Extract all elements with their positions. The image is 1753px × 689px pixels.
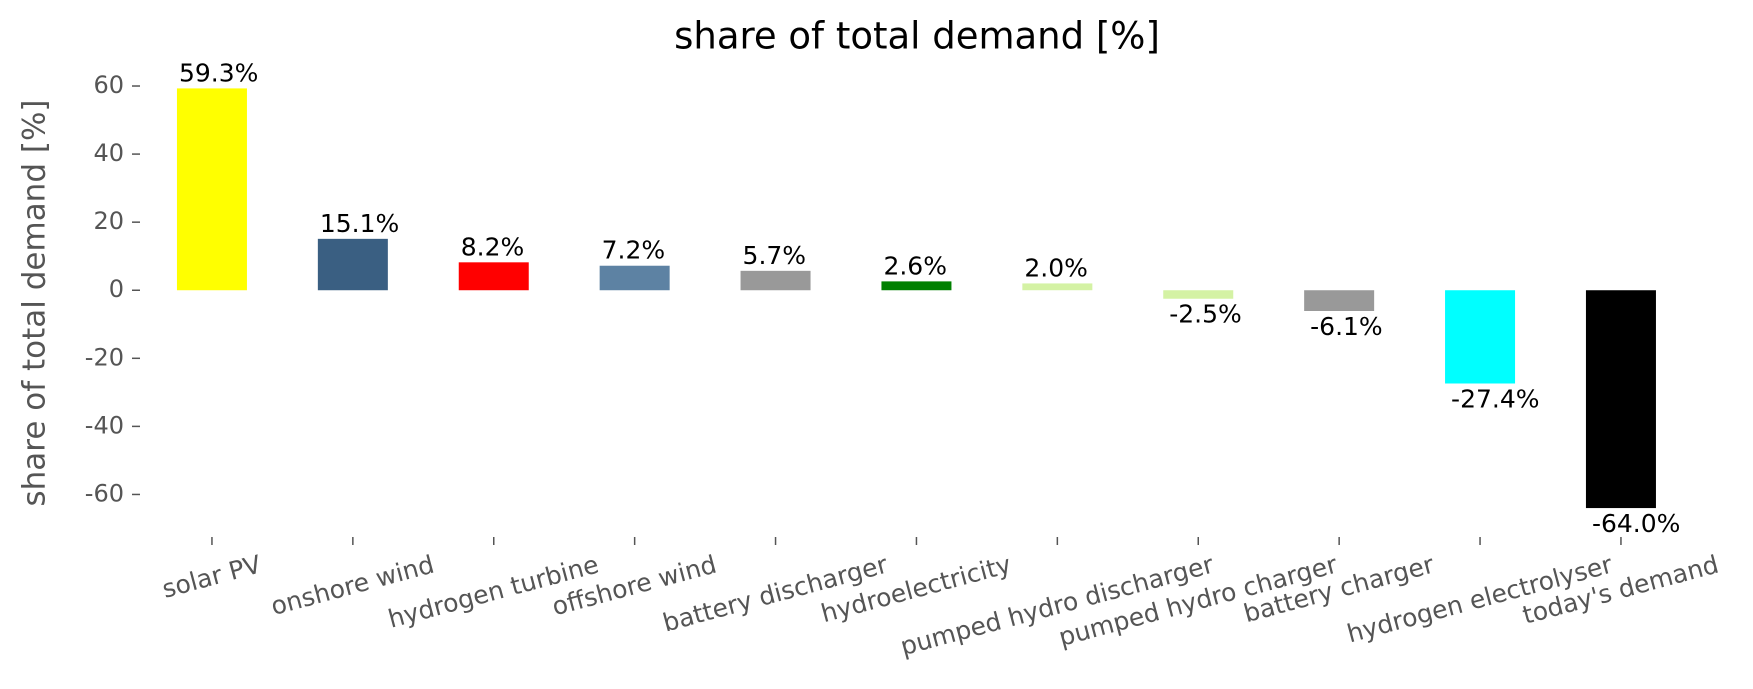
value-label: -27.4% — [1451, 384, 1539, 413]
bar — [458, 262, 529, 291]
bar — [176, 88, 247, 291]
y-tick-label: 60 — [93, 71, 124, 99]
chart-title: share of total demand [%] — [674, 15, 1160, 58]
y-tick-label: -20 — [85, 343, 124, 371]
y-tick-label: -40 — [85, 411, 124, 439]
bar — [1304, 290, 1375, 311]
bar — [740, 270, 811, 291]
value-label: -6.1% — [1310, 312, 1383, 341]
bar — [1445, 290, 1516, 384]
bar — [1585, 290, 1656, 509]
bar — [599, 265, 670, 291]
value-label: 15.1% — [320, 209, 399, 238]
y-tick-label: 20 — [93, 207, 124, 235]
bar — [1163, 290, 1234, 299]
y-tick-label: 40 — [93, 139, 124, 167]
bar — [317, 238, 388, 291]
value-label: -64.0% — [1592, 509, 1680, 538]
bar — [1022, 283, 1093, 291]
y-axis-title: share of total demand [%] — [17, 99, 53, 506]
value-label: 5.7% — [743, 241, 807, 270]
value-label: -2.5% — [1169, 300, 1242, 329]
y-tick-label: 0 — [109, 275, 124, 303]
bar — [881, 281, 952, 291]
value-label: 8.2% — [461, 232, 525, 261]
value-label: 2.6% — [883, 251, 947, 280]
value-label: 7.2% — [602, 236, 666, 265]
x-tick-label: solar PV — [159, 550, 264, 604]
value-label: 59.3% — [179, 58, 258, 87]
y-tick-label: -60 — [85, 479, 124, 507]
value-label: 2.0% — [1024, 253, 1088, 282]
